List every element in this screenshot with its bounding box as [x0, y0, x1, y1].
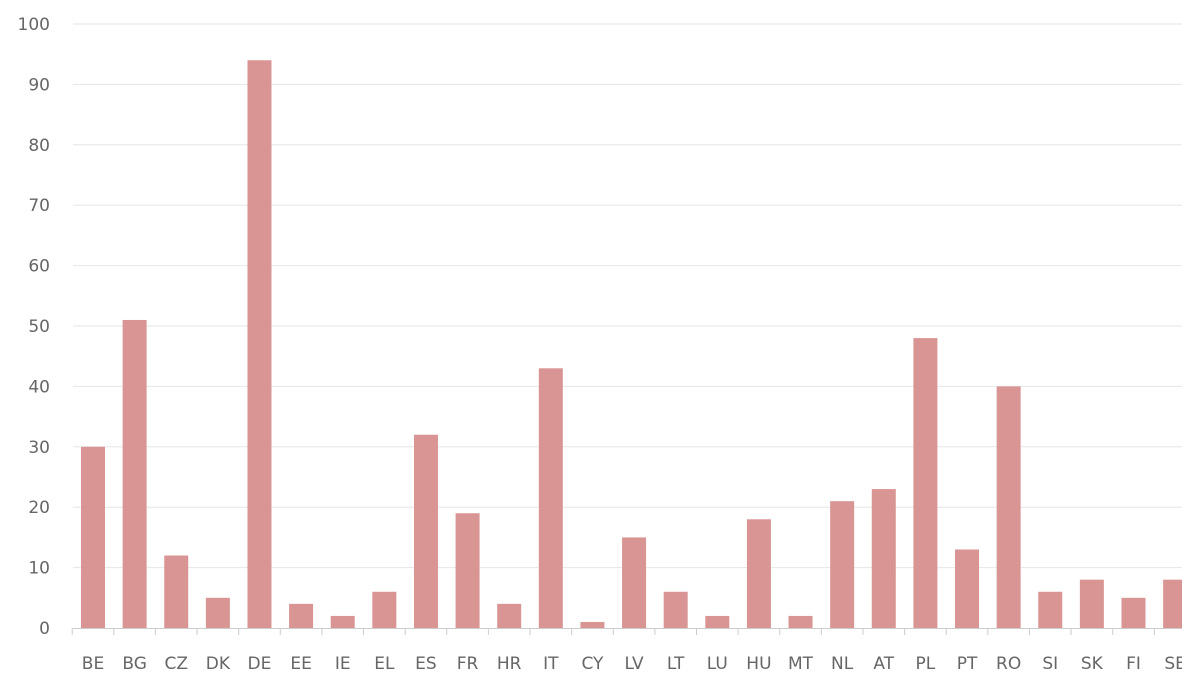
x-tick-label: SI: [1042, 654, 1058, 674]
x-tick-label: RO: [996, 654, 1021, 674]
x-axis-labels: BE BG CZ DK DE EE IE EL ES FR HR IT CY LV LT LU HU MT NL AT…: [82, 654, 1182, 674]
y-tick-label: 100: [18, 15, 50, 35]
y-tick-label: 60: [28, 257, 50, 277]
x-tick-label: PL: [916, 654, 936, 674]
bar: [122, 319, 147, 628]
x-tick-label: ES: [415, 654, 437, 674]
y-tick-label: 30: [28, 438, 50, 458]
bar: [705, 615, 730, 628]
bar: [913, 338, 938, 628]
bar: [871, 489, 896, 628]
bar: [205, 597, 230, 628]
bar: [580, 621, 605, 628]
bar: [1038, 591, 1063, 628]
bars: [81, 60, 1182, 629]
x-tick-label: FI: [1126, 654, 1141, 674]
bar: [1079, 579, 1104, 628]
bar: [746, 519, 771, 628]
bar: [1121, 597, 1146, 628]
x-tick-label: SK: [1081, 654, 1104, 674]
x-tick-label: DE: [248, 654, 272, 674]
y-tick-label: 50: [28, 317, 50, 337]
bar: [164, 555, 189, 628]
x-tick-label: LT: [667, 654, 685, 674]
bar: [497, 603, 522, 628]
y-tick-label: 10: [28, 559, 50, 579]
bar: [830, 501, 855, 628]
bar: [788, 615, 813, 628]
bar: [1163, 579, 1182, 628]
bar: [81, 446, 105, 628]
x-tick-label: EE: [290, 654, 311, 674]
x-tick-label: BG: [122, 654, 147, 674]
x-tick-label: BE: [82, 654, 104, 674]
x-tick-label: IE: [335, 654, 351, 674]
y-axis-labels: 0 10 20 30 40 50 60 70 80 90 100: [18, 15, 50, 639]
bar: [996, 386, 1021, 628]
x-tick-label: CZ: [164, 654, 188, 674]
x-tick-label: AT: [873, 654, 894, 674]
x-tick-label: MT: [788, 654, 814, 674]
bar: [538, 368, 563, 628]
bar: [955, 549, 980, 628]
x-tick-label: IT: [543, 654, 559, 674]
x-tick-label: NL: [831, 654, 854, 674]
bar: [247, 60, 272, 629]
x-tick-label: EL: [374, 654, 395, 674]
x-axis: [71, 628, 1182, 635]
x-tick-label: LV: [624, 654, 644, 674]
y-tick-label: 90: [28, 75, 50, 95]
x-tick-label: CY: [581, 654, 604, 674]
bar: [289, 603, 314, 628]
bar: [330, 615, 355, 628]
bar: [413, 434, 438, 628]
y-tick-label: 40: [28, 377, 50, 397]
x-tick-label: HR: [497, 654, 522, 674]
bar: [455, 513, 480, 628]
y-tick-label: 80: [28, 136, 50, 156]
x-tick-label: SE: [1164, 654, 1182, 674]
bar: [372, 591, 397, 628]
y-tick-label: 0: [39, 619, 50, 639]
y-tick-label: 70: [28, 196, 50, 216]
x-tick-label: DK: [206, 654, 231, 674]
x-tick-label: HU: [746, 654, 771, 674]
x-tick-label: LU: [707, 654, 728, 674]
x-tick-label: PT: [957, 654, 978, 674]
x-tick-label: FR: [457, 654, 479, 674]
bar: [622, 537, 647, 628]
bar: [663, 591, 688, 628]
y-tick-label: 20: [28, 498, 50, 518]
